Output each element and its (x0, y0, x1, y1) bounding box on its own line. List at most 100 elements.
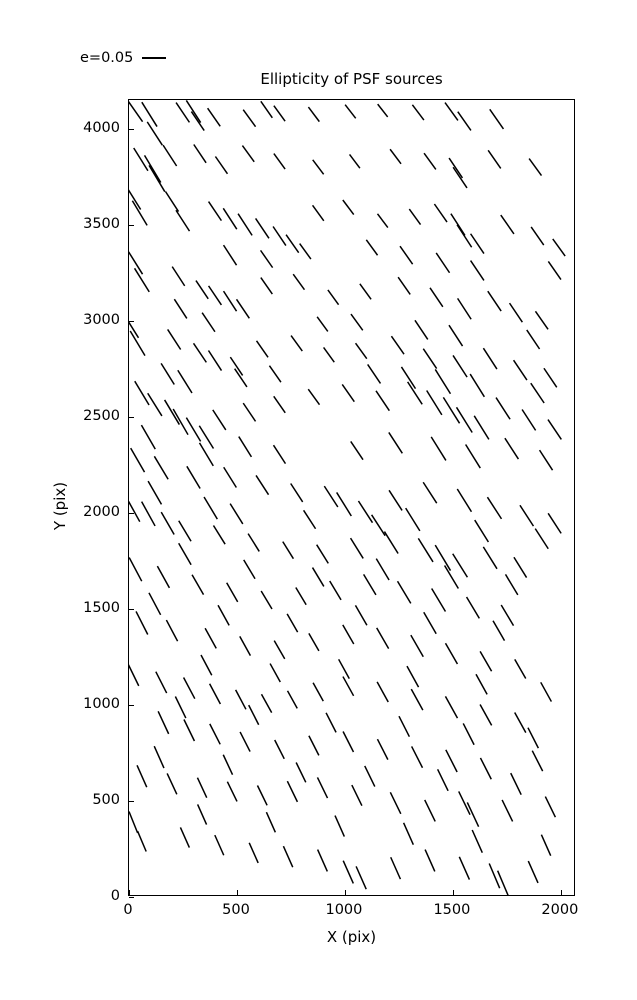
whisker-segment (391, 857, 401, 879)
whisker-segment (424, 612, 436, 634)
whisker-segment (411, 635, 423, 657)
whisker-segment (324, 486, 338, 507)
whisker-segment (129, 664, 139, 686)
whisker-segment (224, 291, 237, 311)
whisker-segment (227, 782, 237, 802)
whisker-segment (520, 505, 534, 526)
whisker-segment (445, 103, 458, 121)
x-tick-label: 2000 (541, 902, 579, 918)
whisker-segment (350, 154, 360, 168)
x-axis-label: X (pix) (326, 928, 377, 946)
whisker-segment (256, 475, 268, 494)
whisker-segment (165, 191, 178, 211)
y-tick-label: 1500 (83, 599, 120, 616)
whisker-segment (398, 581, 411, 603)
whisker-segment (376, 559, 389, 580)
whisker-segment (472, 830, 482, 853)
x-tick-mark (236, 890, 239, 895)
whisker-segment (522, 409, 536, 430)
whisker-segment (313, 205, 324, 220)
whisker-segment (148, 393, 162, 416)
whisker-segment (365, 766, 375, 787)
whisker-segment (274, 154, 285, 169)
whisker-segment (129, 498, 140, 521)
whisker-segment (237, 299, 250, 318)
whisker-segment (409, 209, 420, 225)
whisker-segment (257, 341, 269, 357)
whisker-segment (351, 441, 363, 459)
whisker-segment (548, 420, 561, 440)
whisker-segment (463, 723, 474, 744)
x-tick-mark (452, 890, 455, 895)
whisker-segment (131, 448, 145, 472)
whisker-segment (141, 425, 155, 449)
whisker-segment (239, 437, 252, 457)
whisker-segment (360, 284, 371, 299)
whisker-segment (147, 122, 162, 145)
whisker-segment (236, 690, 246, 709)
whisker-segment (154, 746, 164, 768)
whisker-segment (196, 281, 208, 299)
whisker-segment (434, 204, 447, 222)
whisker-segment (283, 846, 292, 867)
whisker-segment (459, 857, 469, 880)
whisker-segment (300, 244, 311, 259)
whisker-segment (471, 234, 484, 254)
whisker-segment (176, 103, 189, 123)
whisker-segment (261, 101, 273, 117)
whisker-segment (390, 792, 400, 814)
whisker-segment (490, 109, 504, 129)
whisker-segment (535, 311, 548, 329)
whisker-segment (317, 317, 328, 332)
whisker-segment (209, 286, 222, 305)
whisker-segment (243, 403, 255, 421)
whisker-segment (351, 538, 364, 558)
whisker-segment (506, 574, 518, 595)
whisker-segment (261, 250, 273, 267)
whisker-segment (342, 384, 354, 401)
whisker-segment (304, 510, 316, 528)
whisker-segment (451, 214, 465, 236)
whisker-segment (173, 409, 188, 435)
whisker-segment (466, 445, 481, 469)
whisker-segment (287, 781, 297, 802)
y-tick-label: 500 (92, 791, 120, 808)
whisker-segment (200, 443, 214, 466)
whisker-segment (532, 751, 542, 771)
whisker-segment (179, 543, 191, 565)
whisker-segment (287, 614, 298, 632)
whisker-segment (273, 226, 286, 245)
whisker-segment (531, 227, 544, 245)
whisker-segment (209, 202, 222, 221)
whisker-segment (138, 831, 147, 851)
whisker-segment (423, 349, 436, 369)
whisker-segment (192, 575, 203, 595)
whisker-segment (432, 589, 446, 612)
whisker-segment (435, 369, 450, 393)
whisker-segment (514, 557, 527, 577)
whisker-segment (157, 566, 169, 588)
plot-area (128, 99, 575, 899)
whisker-segment (377, 739, 387, 759)
whisker-segment (480, 758, 491, 779)
whisker-segment (184, 719, 194, 741)
whisker-segment (453, 554, 468, 578)
whisker-segment (215, 157, 227, 174)
whisker-segment (351, 314, 363, 330)
whisker-segment (529, 159, 541, 176)
whisker-segment (326, 713, 336, 733)
page-title: Ellipticity of PSF sources (260, 70, 443, 88)
whisker-segment (404, 823, 414, 845)
whisker-segment (378, 104, 388, 117)
whisker-segment (165, 400, 180, 425)
whisker-segment (166, 620, 177, 641)
whisker-segment (261, 278, 273, 294)
whisker-segment (480, 651, 491, 671)
whisker-segment (191, 112, 204, 131)
whisker-segment (210, 724, 220, 744)
whisker-segment (415, 320, 428, 339)
whisker-segment (174, 299, 186, 318)
whisker-segment (186, 100, 200, 122)
whisker-segment (356, 343, 367, 358)
whisker-segment (457, 225, 472, 247)
